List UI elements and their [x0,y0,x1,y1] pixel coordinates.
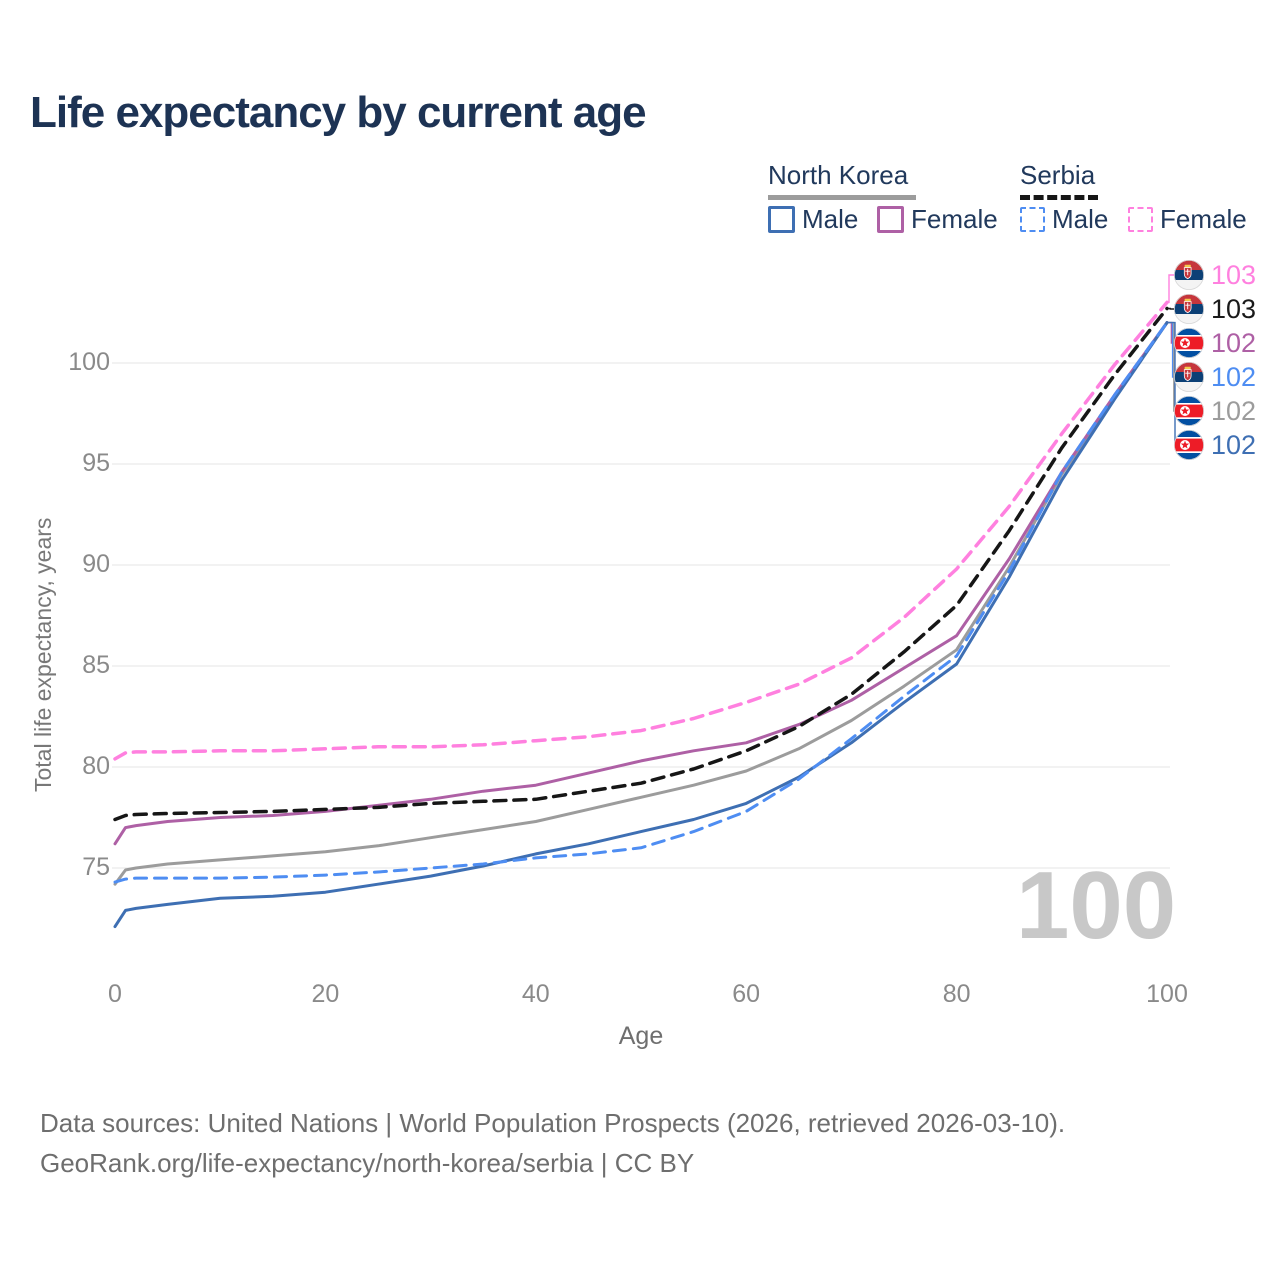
legend-item-serbia-female[interactable]: Female [1128,204,1247,235]
endpoint-label-north-korea-male: 102 [1173,429,1257,461]
female-solid-swatch-icon [877,206,904,233]
y-tick-label: 100 [68,348,110,376]
male-dashed-swatch-icon [1020,207,1045,232]
legend-group-title-serbia: Serbia [1020,160,1096,190]
x-tick-label: 40 [521,980,550,1008]
legend-solid-line-sample [768,195,916,200]
y-tick-label: 75 [82,853,110,881]
serbia-flag-icon [1173,259,1205,291]
endpoint-value: 103 [1211,259,1257,290]
data-sources-line: Data sources: United Nations | World Pop… [40,1108,1066,1138]
x-tick-label: 20 [311,980,340,1008]
serbia-flag-icon [1173,293,1205,325]
female-dashed-swatch-icon [1128,207,1153,232]
endpoint-label-serbia-total: 103 [1173,293,1257,325]
legend-item-label: Female [911,204,998,234]
x-axis-title: Age [618,1022,664,1050]
series-line-north-korea-total [113,321,1169,886]
age-watermark: 100 [1016,852,1177,959]
x-axis-tick-labels: 0 20 40 60 80 100 [0,980,1280,1010]
x-tick-label: 0 [108,980,122,1008]
series-line-serbia-female [113,300,1169,761]
series-line-north-korea-male [113,321,1169,929]
y-axis-tick-labels: 75 80 85 90 95 100 [20,0,110,1000]
north-korea-flag-icon [1173,327,1205,359]
series-line-north-korea-female [113,321,1169,846]
endpoint-value: 102 [1211,327,1257,358]
endpoint-value: 102 [1211,361,1257,392]
endpoint-label-north-korea-female: 102 [1173,327,1257,359]
endpoint-label-serbia-male: 102 [1173,361,1257,393]
legend-item-label: Male [802,204,859,234]
endpoint-label-north-korea-total: 102 [1173,395,1257,427]
attribution-line: GeoRank.org/life-expectancy/north-korea/… [40,1148,695,1178]
endpoint-value: 102 [1211,429,1257,460]
leader-line [1167,321,1174,378]
leader-line [1167,321,1175,412]
y-tick-label: 85 [82,651,110,679]
x-tick-label: 100 [1146,980,1188,1008]
series-line-serbia-total [113,306,1169,822]
north-korea-flag-icon [1173,429,1205,461]
page-title: Life expectancy by current age [30,88,647,137]
legend-group-title-north-korea: North Korea [768,160,909,190]
series-line-serbia-male [113,321,1169,884]
x-tick-label: 80 [942,980,971,1008]
y-tick-label: 90 [82,550,110,578]
leader-line [1167,274,1174,304]
north-korea-flag-icon [1173,395,1205,427]
male-solid-swatch-icon [768,206,795,233]
y-tick-label: 80 [82,752,110,780]
serbia-flag-icon [1173,361,1205,393]
leader-line [1167,321,1174,344]
legend-item-north-korea-male[interactable]: Male [768,204,858,235]
legend-item-label: Female [1160,204,1247,234]
endpoint-value: 102 [1211,395,1257,426]
legend-item-label: Male [1052,204,1109,234]
y-tick-label: 95 [82,449,110,477]
endpoint-value: 103 [1211,293,1257,324]
legend-dashed-line-sample [1020,195,1098,200]
x-tick-label: 60 [732,980,761,1008]
leader-line [1167,307,1174,310]
endpoint-label-serbia-female: 103 [1173,259,1257,291]
legend-item-serbia-male[interactable]: Male [1020,204,1108,235]
legend-item-north-korea-female[interactable]: Female [877,204,998,235]
